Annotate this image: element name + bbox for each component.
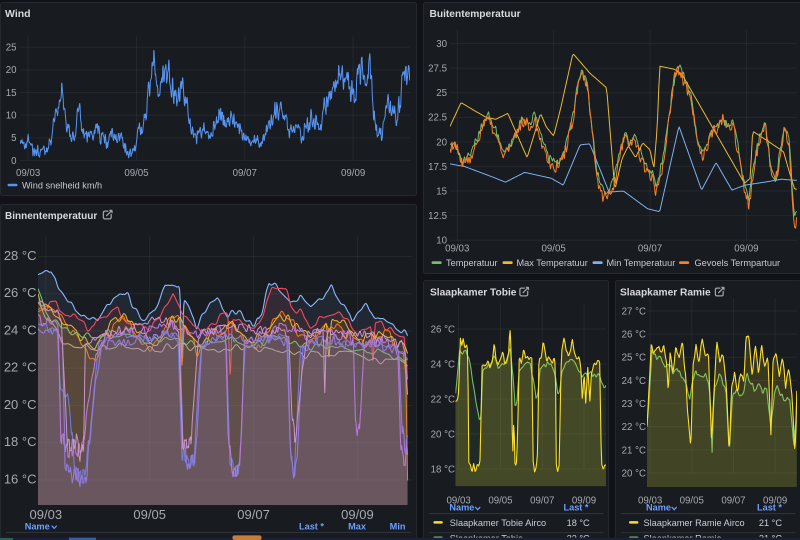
svg-text:30: 30 — [436, 39, 447, 50]
svg-text:18 °C: 18 °C — [4, 434, 37, 449]
svg-text:09/03: 09/03 — [447, 495, 471, 506]
svg-text:09/03: 09/03 — [445, 244, 469, 255]
svg-text:Slaapkamer Ramie: Slaapkamer Ramie — [620, 288, 711, 299]
svg-text:24 °C: 24 °C — [431, 359, 455, 370]
svg-text:Max: Max — [348, 522, 367, 532]
svg-text:Min: Min — [390, 522, 406, 532]
svg-text:Last *: Last * — [757, 503, 782, 513]
svg-text:09/03: 09/03 — [30, 507, 63, 522]
svg-text:20 °C: 20 °C — [622, 468, 646, 479]
svg-text:20 °C: 20 °C — [4, 397, 37, 412]
svg-text:09/03: 09/03 — [638, 495, 662, 506]
svg-text:26 °C: 26 °C — [4, 285, 37, 300]
svg-text:21 °C: 21 °C — [622, 445, 646, 456]
svg-text:23 °C: 23 °C — [622, 399, 646, 410]
svg-text:20 °C: 20 °C — [431, 429, 455, 440]
svg-text:09/09: 09/09 — [341, 507, 374, 522]
svg-text:Slaapkamer Tobie: Slaapkamer Tobie — [450, 534, 523, 540]
svg-text:Gevoels Termpartuur: Gevoels Termpartuur — [695, 258, 781, 268]
svg-text:Temperatuur: Temperatuur — [446, 258, 498, 268]
svg-text:09/09: 09/09 — [763, 495, 787, 506]
svg-text:09/09: 09/09 — [341, 168, 365, 179]
svg-text:Name: Name — [25, 522, 50, 532]
svg-text:09/03: 09/03 — [16, 168, 40, 179]
svg-text:20: 20 — [6, 65, 17, 76]
svg-text:09/07: 09/07 — [638, 244, 662, 255]
svg-text:09/09: 09/09 — [734, 244, 758, 255]
svg-text:22 °C: 22 °C — [4, 360, 37, 375]
svg-text:09/05: 09/05 — [124, 168, 148, 179]
svg-text:25: 25 — [6, 43, 17, 54]
svg-text:Last *: Last * — [299, 522, 324, 532]
svg-text:17.5: 17.5 — [428, 162, 447, 173]
svg-text:09/05: 09/05 — [680, 495, 704, 506]
svg-text:0: 0 — [11, 156, 17, 167]
svg-text:22 °C: 22 °C — [622, 422, 646, 433]
svg-text:16 °C: 16 °C — [4, 471, 37, 486]
svg-text:Wind snelheid km/h: Wind snelheid km/h — [22, 181, 102, 191]
svg-text:10: 10 — [436, 236, 447, 247]
svg-text:Max Temperatuur: Max Temperatuur — [517, 258, 588, 268]
svg-text:26 °C: 26 °C — [431, 324, 455, 335]
svg-text:23 °C: 23 °C — [567, 534, 590, 540]
svg-text:Last *: Last * — [563, 503, 588, 513]
svg-text:09/07: 09/07 — [237, 507, 270, 522]
svg-text:Name: Name — [646, 503, 671, 513]
svg-text:09/07: 09/07 — [530, 495, 554, 506]
svg-text:09/05: 09/05 — [541, 244, 565, 255]
svg-text:22.5: 22.5 — [428, 113, 447, 124]
svg-text:26 °C: 26 °C — [622, 330, 646, 341]
svg-text:18 °C: 18 °C — [431, 464, 455, 475]
svg-text:27.5: 27.5 — [428, 64, 447, 75]
svg-text:10: 10 — [6, 111, 17, 122]
svg-text:09/05: 09/05 — [133, 507, 166, 522]
svg-text:22 °C: 22 °C — [431, 394, 455, 405]
svg-text:Slaapkamer Tobie: Slaapkamer Tobie — [430, 288, 517, 299]
svg-text:20: 20 — [436, 137, 447, 148]
svg-text:28 °C: 28 °C — [4, 248, 37, 263]
svg-text:21 °C: 21 °C — [759, 534, 782, 540]
svg-text:09/09: 09/09 — [572, 495, 596, 506]
svg-text:Slaapkamer Ramie: Slaapkamer Ramie — [644, 534, 722, 540]
svg-text:5: 5 — [11, 133, 16, 144]
svg-text:24 °C: 24 °C — [622, 376, 646, 387]
svg-text:27 °C: 27 °C — [622, 306, 646, 317]
svg-text:25: 25 — [436, 88, 447, 99]
svg-text:Slaapkamer Tobie Airco: Slaapkamer Tobie Airco — [450, 518, 546, 528]
svg-text:Slaapkamer Ramie Airco: Slaapkamer Ramie Airco — [644, 518, 745, 528]
svg-text:09/07: 09/07 — [721, 495, 745, 506]
svg-text:15: 15 — [6, 88, 17, 99]
svg-text:12.5: 12.5 — [428, 211, 447, 222]
svg-text:Wind: Wind — [5, 8, 31, 20]
svg-text:18 °C: 18 °C — [567, 518, 590, 528]
svg-text:25 °C: 25 °C — [622, 353, 646, 364]
svg-text:09/05: 09/05 — [488, 495, 512, 506]
svg-text:Name: Name — [449, 503, 474, 513]
svg-text:24 °C: 24 °C — [4, 322, 37, 337]
svg-text:21 °C: 21 °C — [759, 518, 782, 528]
svg-text:Min Temperatuur: Min Temperatuur — [607, 258, 676, 268]
svg-text:Binnentemperatuur: Binnentemperatuur — [5, 211, 97, 222]
svg-text:15: 15 — [436, 186, 447, 197]
svg-text:Buitentemperatuur: Buitentemperatuur — [430, 9, 521, 20]
svg-text:09/07: 09/07 — [233, 168, 257, 179]
